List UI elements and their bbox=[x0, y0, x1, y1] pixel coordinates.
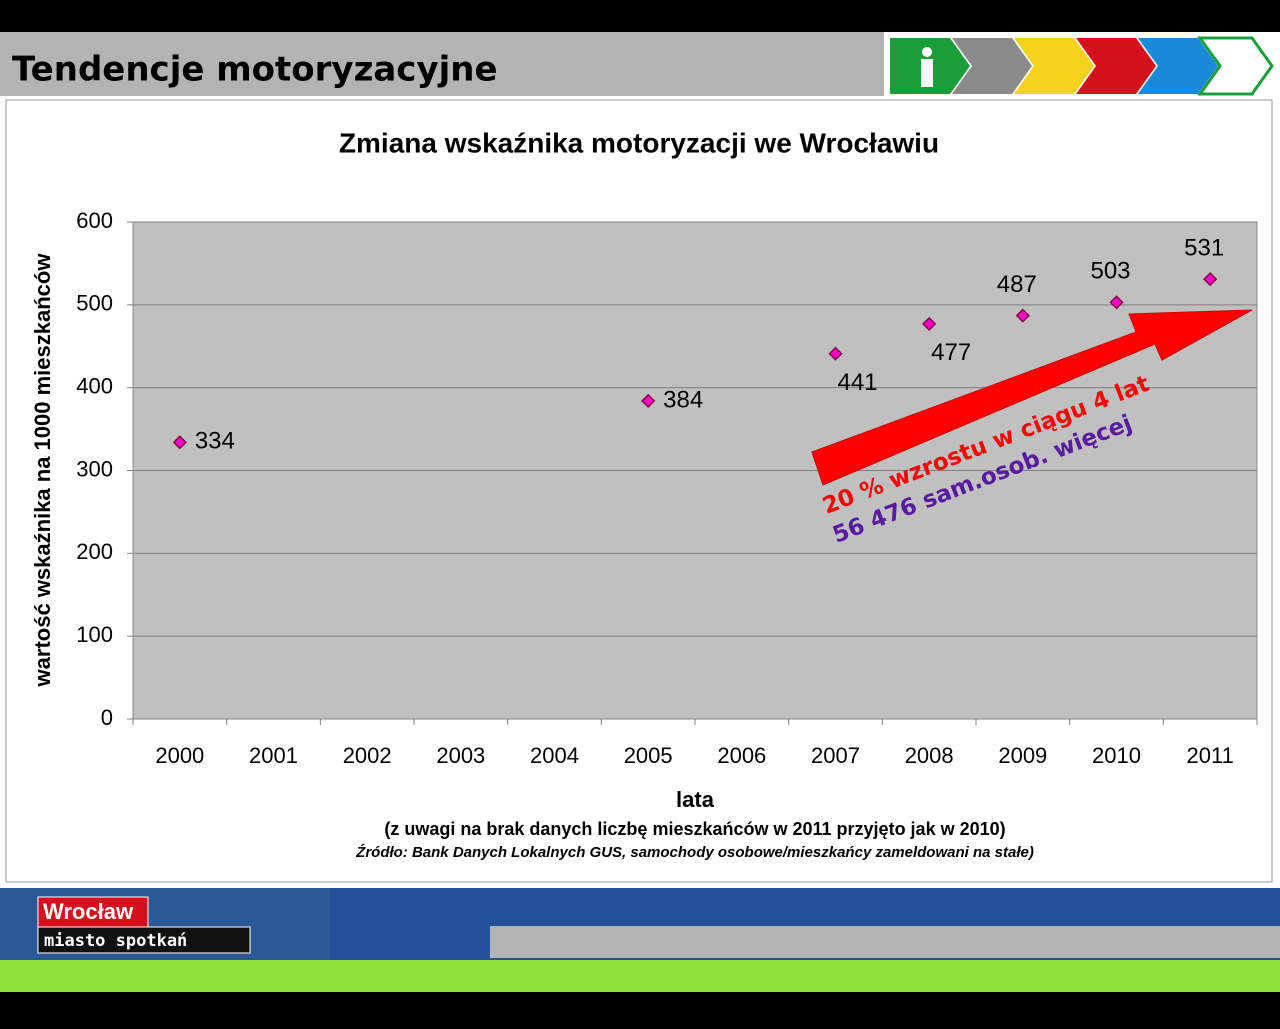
data-label: 477 bbox=[931, 339, 971, 366]
logo-black bbox=[37, 926, 251, 954]
chart-title: Zmiana wskaźnika motoryzacji we Wrocławi… bbox=[339, 127, 939, 158]
x-tick-label: 2006 bbox=[717, 743, 766, 768]
footer-gray-bar bbox=[490, 926, 1280, 958]
data-point bbox=[641, 393, 656, 408]
y-tick-label: 100 bbox=[76, 622, 113, 647]
x-axis-label: lata bbox=[676, 787, 715, 812]
x-tick-label: 2010 bbox=[1092, 743, 1141, 768]
footer-green-band bbox=[0, 960, 1280, 992]
header-title: Tendencje motoryzacyjne bbox=[12, 50, 498, 90]
x-tick-label: 2004 bbox=[530, 743, 579, 768]
icon-car bbox=[1076, 38, 1156, 94]
logo-bottom: miasto spotkań bbox=[44, 931, 187, 951]
y-tick-label: 200 bbox=[76, 539, 113, 564]
y-tick-label: 400 bbox=[76, 373, 113, 398]
x-tick-label: 2011 bbox=[1187, 743, 1234, 768]
data-point bbox=[828, 346, 843, 361]
chart-source: Źródło: Bank Danych Lokalnych GUS, samoc… bbox=[355, 844, 1034, 861]
x-tick-label: 2003 bbox=[436, 743, 485, 768]
y-tick-label: 500 bbox=[76, 291, 113, 316]
x-tick-label: 2000 bbox=[155, 743, 204, 768]
y-tick-label: 300 bbox=[76, 456, 113, 481]
y-tick-label: 600 bbox=[76, 208, 113, 233]
icon-person-body bbox=[921, 59, 933, 87]
y-axis-label: wartość wskaźnika na 1000 mieszkańców bbox=[30, 253, 55, 688]
data-point bbox=[1203, 272, 1218, 287]
trend-arrow bbox=[811, 309, 1253, 486]
y-tick-label: 0 bbox=[101, 705, 113, 730]
icon-next bbox=[1197, 36, 1274, 96]
data-point bbox=[172, 435, 187, 450]
icon-bus bbox=[1138, 38, 1218, 94]
logo-top: Wrocław bbox=[43, 899, 134, 924]
data-label: 487 bbox=[997, 271, 1037, 298]
x-tick-label: 2008 bbox=[905, 743, 954, 768]
chart-note: (z uwagi na brak danych liczbę mieszkańc… bbox=[384, 819, 1005, 839]
data-label: 384 bbox=[663, 386, 703, 413]
data-point bbox=[922, 316, 937, 331]
icon-bike bbox=[1014, 38, 1094, 94]
x-tick-label: 2002 bbox=[343, 743, 392, 768]
data-label: 531 bbox=[1184, 234, 1224, 261]
icon-tram bbox=[952, 38, 1032, 94]
x-tick-label: 2007 bbox=[811, 743, 860, 768]
data-label: 334 bbox=[195, 428, 235, 455]
x-tick-label: 2001 bbox=[249, 743, 298, 768]
transport-icons bbox=[890, 36, 1274, 96]
x-tick-label: 2009 bbox=[998, 743, 1047, 768]
x-tick-label: 2005 bbox=[624, 743, 673, 768]
data-point bbox=[1109, 295, 1124, 310]
data-label: 441 bbox=[837, 369, 877, 396]
icon-person-head bbox=[922, 47, 932, 57]
data-label: 503 bbox=[1090, 258, 1130, 285]
data-point bbox=[1015, 308, 1030, 323]
